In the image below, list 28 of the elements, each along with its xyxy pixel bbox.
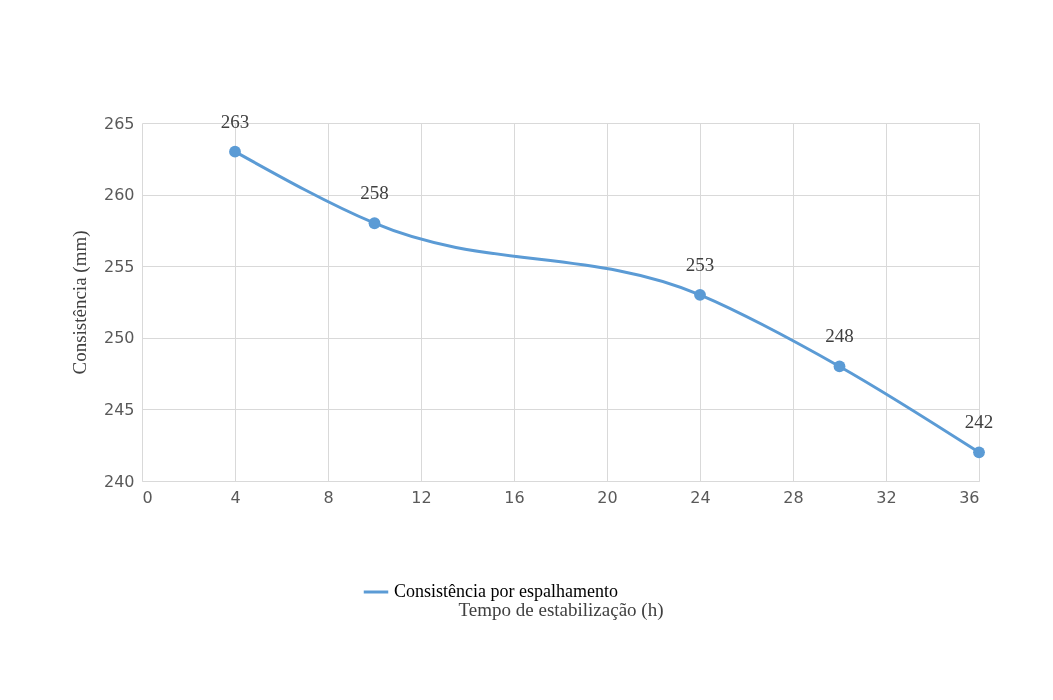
- data-label: 253: [685, 253, 715, 275]
- x-tick-label: 24: [690, 487, 711, 507]
- point: [694, 288, 706, 301]
- x-tick-label: 28: [783, 487, 804, 507]
- y-tick-label: 255: [103, 256, 135, 276]
- y-tick-label: 245: [103, 399, 135, 419]
- y-tick-label: 265: [103, 113, 135, 133]
- point: [833, 360, 846, 373]
- data-label: 242: [964, 411, 994, 433]
- point: [368, 217, 381, 230]
- data-label: 263: [220, 110, 250, 132]
- data-label: 248: [825, 325, 854, 347]
- point: [229, 145, 241, 158]
- x-tick-label: 0: [142, 487, 153, 507]
- legend-label: Consistência por espalhamento: [394, 581, 618, 601]
- x-tick-label: 4: [230, 487, 241, 507]
- y-axis-title: Consistência (mm): [68, 230, 91, 375]
- x-tick-label: 36: [959, 487, 980, 507]
- y-tick-label: 250: [103, 328, 135, 348]
- point: [973, 446, 985, 459]
- x-tick-label: 20: [597, 487, 618, 507]
- x-tick-label: 32: [876, 487, 897, 507]
- x-tick-label: 16: [504, 487, 525, 507]
- x-tick-label: 8: [323, 487, 334, 507]
- x-tick-label: 12: [411, 487, 432, 507]
- y-tick-label: 240: [103, 471, 135, 491]
- y-tick-label: 260: [103, 185, 135, 205]
- data-label: 258: [360, 182, 389, 204]
